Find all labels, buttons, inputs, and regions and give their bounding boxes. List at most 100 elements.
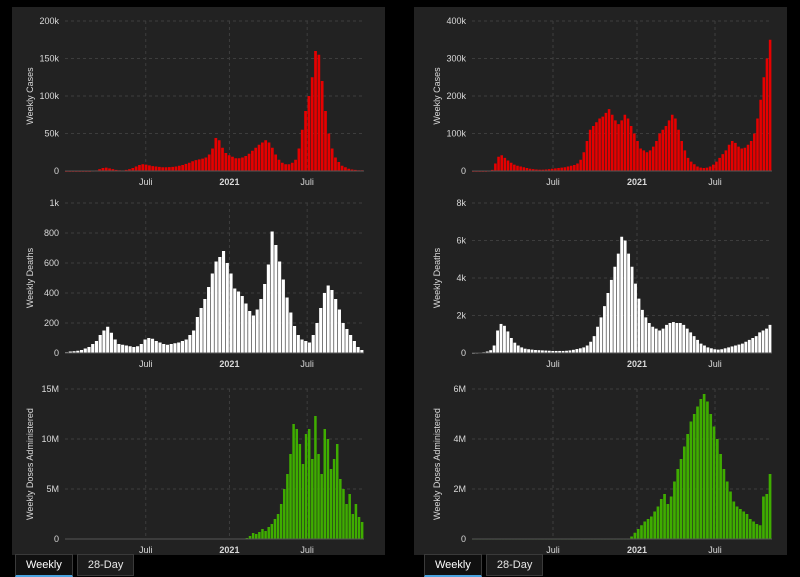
bar	[623, 114, 627, 171]
bar	[169, 344, 173, 353]
bar	[648, 150, 652, 172]
x-tick-label: Juli	[546, 359, 560, 369]
bar	[616, 253, 620, 354]
bar	[709, 414, 713, 539]
bar	[513, 164, 516, 172]
tab-weekly[interactable]: Weekly	[15, 554, 73, 577]
bar	[326, 285, 330, 353]
bar	[676, 469, 680, 539]
bar	[124, 345, 128, 353]
bar	[280, 162, 284, 171]
bar	[98, 335, 102, 353]
bar	[195, 317, 199, 353]
bar	[639, 148, 642, 171]
bar	[201, 158, 204, 172]
y-tick-label: 15M	[41, 384, 59, 394]
bar	[740, 148, 743, 171]
bar	[653, 511, 657, 539]
bar	[706, 401, 709, 539]
bar	[601, 116, 605, 172]
y-tick-label: 0	[54, 166, 59, 176]
bar	[354, 169, 357, 172]
bar	[352, 341, 356, 353]
bar	[614, 120, 617, 172]
bar	[685, 328, 689, 354]
bar	[492, 345, 496, 353]
bar	[224, 153, 228, 171]
bar	[292, 424, 295, 539]
bar	[283, 489, 286, 539]
bar	[349, 335, 353, 353]
bar	[696, 406, 699, 539]
y-tick-label: 0	[461, 534, 466, 544]
tab-weekly[interactable]: Weekly	[424, 554, 482, 577]
x-tick-label: Juli	[300, 177, 314, 187]
bar	[274, 245, 278, 353]
bar	[661, 328, 665, 354]
bar	[679, 459, 683, 539]
bar	[248, 311, 252, 353]
bar	[740, 343, 744, 354]
bar	[550, 168, 554, 171]
bar	[765, 58, 769, 171]
bar	[165, 344, 170, 353]
bar	[519, 166, 522, 171]
bar	[106, 326, 110, 353]
bar	[528, 168, 532, 171]
bar	[702, 168, 706, 171]
bar	[192, 330, 196, 353]
y-tick-label: 4M	[453, 434, 466, 444]
bar	[240, 296, 244, 353]
bar	[342, 489, 345, 539]
bar	[289, 454, 292, 539]
bar	[538, 169, 541, 171]
bar	[629, 126, 633, 171]
tab-28-day[interactable]: 28-Day	[485, 554, 544, 576]
bar	[702, 394, 706, 539]
bar	[730, 346, 734, 353]
bar	[214, 138, 218, 171]
bar	[633, 532, 637, 539]
bar	[752, 521, 755, 539]
bar	[270, 524, 274, 539]
bar	[755, 524, 759, 539]
tab-28-day[interactable]: 28-Day	[76, 554, 135, 576]
bar	[327, 133, 331, 171]
bar	[677, 129, 680, 171]
bar	[171, 166, 175, 172]
x-tick-label: Juli	[546, 545, 560, 555]
bar	[585, 141, 589, 171]
bar	[535, 169, 538, 171]
bar	[87, 347, 91, 353]
bar	[173, 343, 177, 353]
bar	[674, 118, 677, 171]
bar	[108, 168, 111, 172]
bar	[128, 346, 132, 353]
bar	[233, 288, 237, 353]
bar	[765, 494, 769, 539]
bar	[659, 499, 663, 539]
bar	[667, 120, 671, 172]
bar	[154, 341, 158, 353]
bar	[716, 349, 720, 354]
bar	[141, 164, 145, 171]
bar	[266, 264, 270, 353]
bar	[573, 165, 576, 171]
bar	[334, 299, 338, 353]
bar	[727, 144, 731, 171]
bar	[211, 148, 214, 171]
bar	[503, 157, 507, 172]
bar	[278, 261, 282, 353]
bar	[718, 157, 721, 172]
bar	[247, 153, 251, 171]
bar	[276, 514, 280, 539]
bar	[640, 525, 643, 539]
bar	[758, 332, 762, 354]
bar	[534, 350, 537, 353]
bar	[330, 290, 334, 353]
y-tick-label: 1k	[49, 198, 59, 208]
bar	[646, 519, 650, 539]
bar	[267, 142, 271, 171]
y-tick-label: 2k	[456, 311, 466, 321]
bar	[509, 338, 513, 353]
